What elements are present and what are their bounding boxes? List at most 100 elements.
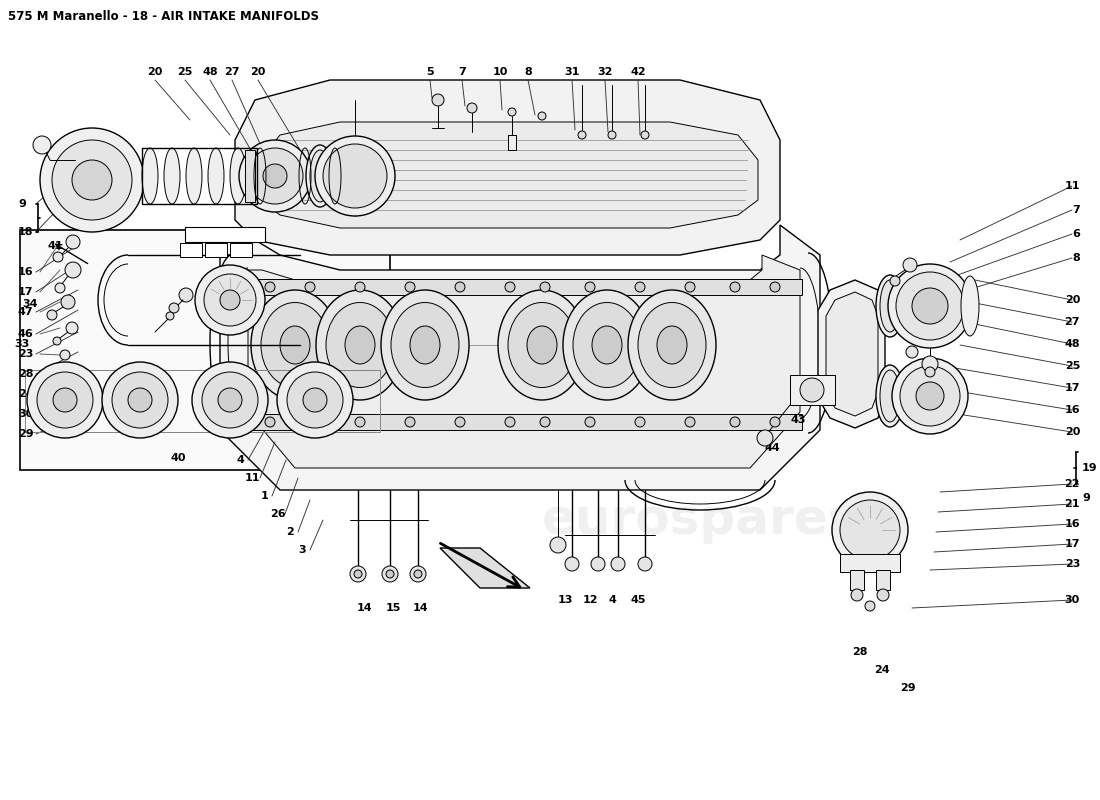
Circle shape bbox=[112, 372, 168, 428]
Text: 29: 29 bbox=[900, 683, 916, 693]
Bar bbox=[230, 243, 252, 257]
Circle shape bbox=[265, 417, 275, 427]
Text: 42: 42 bbox=[630, 67, 646, 77]
Text: 5: 5 bbox=[426, 67, 433, 77]
Text: 41: 41 bbox=[47, 241, 63, 251]
Ellipse shape bbox=[628, 290, 716, 400]
Circle shape bbox=[840, 500, 900, 560]
Circle shape bbox=[916, 382, 944, 410]
Ellipse shape bbox=[142, 148, 158, 204]
Circle shape bbox=[565, 557, 579, 571]
Text: 45: 45 bbox=[630, 595, 646, 605]
Polygon shape bbox=[235, 80, 780, 255]
Circle shape bbox=[66, 322, 78, 334]
Circle shape bbox=[540, 417, 550, 427]
Circle shape bbox=[60, 350, 70, 360]
Circle shape bbox=[903, 258, 917, 272]
Ellipse shape bbox=[326, 302, 394, 387]
Circle shape bbox=[354, 570, 362, 578]
Text: 25: 25 bbox=[1065, 361, 1080, 371]
Circle shape bbox=[33, 136, 51, 154]
Circle shape bbox=[47, 310, 57, 320]
Circle shape bbox=[287, 372, 343, 428]
Circle shape bbox=[851, 589, 864, 601]
Text: 9: 9 bbox=[1082, 493, 1090, 503]
Text: 13: 13 bbox=[558, 595, 573, 605]
Circle shape bbox=[641, 131, 649, 139]
Text: 29: 29 bbox=[18, 429, 34, 439]
Ellipse shape bbox=[527, 326, 557, 364]
Text: 24: 24 bbox=[18, 389, 34, 399]
Circle shape bbox=[922, 356, 938, 372]
Circle shape bbox=[40, 128, 144, 232]
Ellipse shape bbox=[345, 326, 375, 364]
Circle shape bbox=[305, 282, 315, 292]
Text: 12: 12 bbox=[582, 595, 597, 605]
Circle shape bbox=[218, 388, 242, 412]
Bar bbox=[142, 148, 257, 204]
Text: 40: 40 bbox=[170, 453, 186, 463]
Circle shape bbox=[53, 252, 63, 262]
Text: 14: 14 bbox=[412, 603, 428, 613]
Circle shape bbox=[432, 94, 444, 106]
Text: 46: 46 bbox=[18, 329, 34, 339]
Text: 43: 43 bbox=[790, 415, 805, 425]
Circle shape bbox=[896, 272, 964, 340]
Circle shape bbox=[585, 282, 595, 292]
Ellipse shape bbox=[280, 326, 310, 364]
Circle shape bbox=[800, 378, 824, 402]
Circle shape bbox=[635, 417, 645, 427]
Circle shape bbox=[505, 282, 515, 292]
Circle shape bbox=[906, 346, 918, 358]
Circle shape bbox=[414, 570, 422, 578]
Circle shape bbox=[832, 492, 908, 568]
Circle shape bbox=[455, 417, 465, 427]
Bar bbox=[205, 243, 227, 257]
Circle shape bbox=[66, 235, 80, 249]
Text: 17: 17 bbox=[1065, 539, 1080, 549]
Bar bbox=[245, 150, 255, 202]
Circle shape bbox=[610, 557, 625, 571]
Circle shape bbox=[585, 417, 595, 427]
Circle shape bbox=[865, 601, 874, 611]
Circle shape bbox=[239, 140, 311, 212]
Circle shape bbox=[305, 417, 315, 427]
Circle shape bbox=[410, 566, 426, 582]
Circle shape bbox=[538, 112, 546, 120]
Circle shape bbox=[550, 537, 566, 553]
Circle shape bbox=[60, 295, 75, 309]
Circle shape bbox=[248, 148, 302, 204]
Text: 11: 11 bbox=[1065, 181, 1080, 191]
Circle shape bbox=[277, 362, 353, 438]
Text: 575 M Maranello - 18 - AIR INTAKE MANIFOLDS: 575 M Maranello - 18 - AIR INTAKE MANIFO… bbox=[8, 10, 319, 23]
Circle shape bbox=[179, 288, 192, 302]
Circle shape bbox=[37, 372, 94, 428]
Circle shape bbox=[505, 417, 515, 427]
Text: 27: 27 bbox=[224, 67, 240, 77]
Text: 18: 18 bbox=[18, 227, 33, 237]
Ellipse shape bbox=[208, 148, 224, 204]
Polygon shape bbox=[440, 548, 530, 588]
Bar bbox=[25, 370, 379, 432]
Circle shape bbox=[265, 282, 275, 292]
Ellipse shape bbox=[164, 148, 180, 204]
Text: 11: 11 bbox=[244, 473, 260, 483]
Text: 30: 30 bbox=[18, 409, 33, 419]
Text: 4: 4 bbox=[608, 595, 616, 605]
Polygon shape bbox=[248, 255, 800, 468]
Bar bbox=[508, 135, 516, 150]
Text: 48: 48 bbox=[1065, 339, 1080, 349]
Text: 35: 35 bbox=[218, 229, 232, 239]
Text: 28: 28 bbox=[852, 647, 868, 657]
Text: 26: 26 bbox=[271, 509, 286, 519]
Polygon shape bbox=[818, 280, 886, 428]
Ellipse shape bbox=[306, 145, 334, 207]
Ellipse shape bbox=[251, 290, 339, 400]
Circle shape bbox=[912, 288, 948, 324]
Text: 36: 36 bbox=[185, 245, 198, 255]
Circle shape bbox=[468, 103, 477, 113]
Circle shape bbox=[195, 265, 265, 335]
Circle shape bbox=[635, 282, 645, 292]
Ellipse shape bbox=[498, 290, 586, 400]
Circle shape bbox=[638, 557, 652, 571]
